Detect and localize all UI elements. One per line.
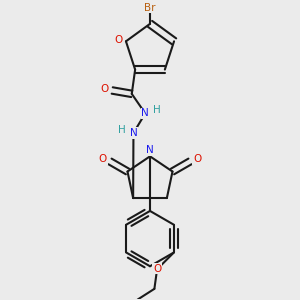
Text: Br: Br — [144, 3, 156, 13]
Text: N: N — [141, 108, 149, 118]
Text: N: N — [146, 145, 154, 155]
Text: N: N — [130, 128, 137, 138]
Text: O: O — [101, 85, 109, 94]
Text: O: O — [193, 154, 202, 164]
Text: O: O — [98, 154, 107, 164]
Text: H: H — [152, 105, 160, 115]
Text: O: O — [114, 35, 123, 45]
Text: H: H — [118, 124, 126, 135]
Text: O: O — [153, 264, 161, 274]
